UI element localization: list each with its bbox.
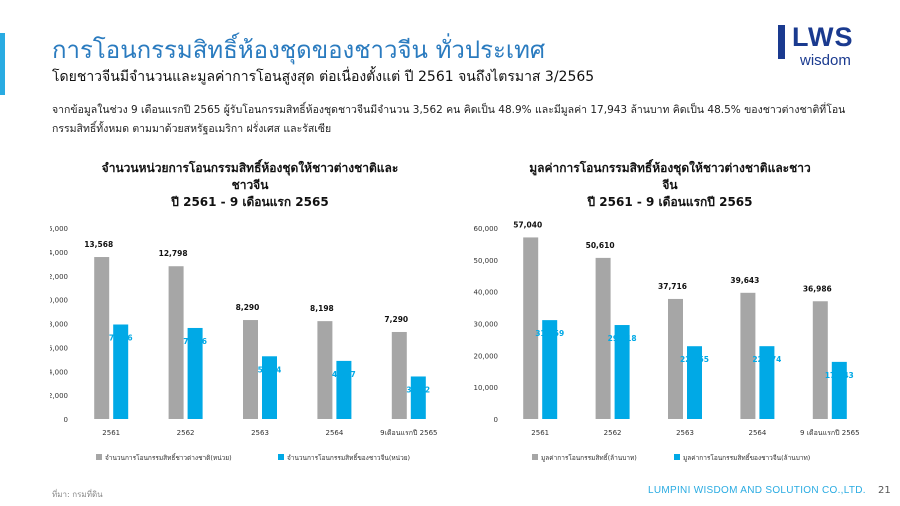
value-bar-total xyxy=(523,237,539,419)
value-ytick-label: 50,000 xyxy=(474,257,499,265)
value-ytick-label: 30,000 xyxy=(474,321,499,329)
value-bar-china xyxy=(614,325,630,419)
value-category-label: 2562 xyxy=(604,429,622,437)
units-category-label: 2561 xyxy=(102,429,120,437)
description-text: จากข้อมูลในช่วง 9 เดือนแรกปี 2565 ผู้รับ… xyxy=(52,104,846,135)
value-chart-title: มูลค่าการโอนกรรมสิทธิ์ห้องชุดให้ชาวต่างช… xyxy=(470,160,870,211)
units-ytick-label: 12,000 xyxy=(50,273,68,281)
value-category-label: 2564 xyxy=(748,429,766,437)
units-bar-total xyxy=(94,257,110,419)
units-bar-china xyxy=(113,324,129,419)
units-bar-china xyxy=(336,360,352,419)
value-data-label: 36,986 xyxy=(803,284,832,293)
units-bar-total xyxy=(243,320,258,419)
page-title: การโอนกรรมสิทธิ์ห้องชุดของชาวจีน ทั่วประ… xyxy=(52,36,546,64)
value-bar-total xyxy=(812,301,828,419)
value-data-label: 29,518 xyxy=(608,334,637,343)
lws-wisdom-logo: LWS wisdom xyxy=(778,22,878,70)
value-data-label: 22,865 xyxy=(680,355,709,364)
units-bar-china xyxy=(187,327,203,419)
accent-bar xyxy=(0,33,5,95)
value-legend-label: มูลค่าการโอนกรรมสิทธิ์(ล้านบาท) xyxy=(541,453,637,462)
value-bar-china xyxy=(542,320,558,419)
value-bar-china xyxy=(759,346,775,419)
units-bar-total xyxy=(317,321,333,419)
value-chart-title-line1: มูลค่าการโอนกรรมสิทธิ์ห้องชุดให้ชาวต่างช… xyxy=(529,161,811,175)
value-data-label: 39,643 xyxy=(730,276,759,285)
units-chart-title-line2: ชาวจีน xyxy=(231,178,269,192)
logo-tagline: wisdom xyxy=(800,52,851,69)
units-ytick-label: 16,000 xyxy=(50,225,68,233)
units-data-label: 7,626 xyxy=(183,337,207,346)
value-bar-total xyxy=(668,298,683,419)
value-bar-china xyxy=(687,346,702,419)
units-ytick-label: 6,000 xyxy=(50,344,68,352)
units-legend-label: จำนวนการโอนกรรมสิทธิ์ของชาวจีน(หน่วย) xyxy=(287,453,410,462)
value-chart: มูลค่าการโอนกรรมสิทธิ์ห้องชุดให้ชาวต่างช… xyxy=(470,160,870,470)
value-category-label: 9 เดือนแรกปี 2565 xyxy=(800,429,860,437)
units-chart-svg: 0 2,000 4,000 6,000 8,000 10,000 12,000 14,000 1… xyxy=(50,225,437,462)
value-legend-swatch xyxy=(674,454,680,460)
units-category-label: 2563 xyxy=(251,429,269,437)
value-bar-total xyxy=(740,292,756,419)
units-ytick-label: 10,000 xyxy=(50,297,68,305)
value-chart-svg: 0 10,000 20,000 30,000 40,000 50,000 60,000 57,… xyxy=(474,220,860,462)
units-legend-swatch xyxy=(96,454,102,460)
units-bar-china xyxy=(410,376,426,419)
page-subtitle: โดยชาวจีนมีจำนวนและมูลค่าการโอนสูงสุด ต่… xyxy=(52,69,595,85)
units-chart-title: จำนวนหน่วยการโอนกรรมสิทธิ์ห้องชุดให้ชาวต… xyxy=(50,160,450,211)
value-legend-swatch xyxy=(532,454,538,460)
value-ytick-label: 10,000 xyxy=(474,384,499,392)
units-data-label: 7,916 xyxy=(109,334,133,343)
units-legend-label: จำนวนการโอนกรรมสิทธิ์ชาวต่างชาติ(หน่วย) xyxy=(105,453,232,462)
value-ytick-label: 20,000 xyxy=(474,352,499,360)
units-ytick-label: 0 xyxy=(64,416,68,424)
units-ytick-label: 4,000 xyxy=(50,368,68,376)
units-ytick-label: 14,000 xyxy=(50,249,68,257)
value-data-label: 22,874 xyxy=(752,355,781,364)
value-ytick-label: 0 xyxy=(494,416,498,424)
units-bar-china xyxy=(262,356,277,419)
value-bar-total xyxy=(595,257,611,419)
units-category-label: 9เดือนแรกปี 2565 xyxy=(380,429,437,437)
logo-brand: LWS xyxy=(792,22,854,52)
units-data-label: 8,198 xyxy=(310,304,334,313)
units-data-label: 3,562 xyxy=(406,385,430,394)
source-note: ที่มา: กรมที่ดิน xyxy=(52,490,103,499)
value-chart-title-line2: จีน xyxy=(662,178,678,192)
units-chart-title-line3: ปี 2561 - 9 เดือนแรก 2565 xyxy=(171,195,329,209)
value-ytick-label: 60,000 xyxy=(474,225,499,233)
value-chart-title-line3: ปี 2561 - 9 เดือนแรกปี 2565 xyxy=(587,195,753,209)
units-data-label: 7,290 xyxy=(384,315,408,324)
value-data-label: 37,716 xyxy=(658,282,687,291)
units-category-label: 2562 xyxy=(177,429,195,437)
units-ytick-label: 8,000 xyxy=(50,321,68,329)
value-data-label: 57,040 xyxy=(513,220,542,229)
value-category-label: 2563 xyxy=(676,429,694,437)
logo-mark-icon xyxy=(778,25,785,59)
units-ytick-label: 2,000 xyxy=(50,392,68,400)
units-bar-total xyxy=(391,331,407,419)
units-bar-total xyxy=(168,266,184,419)
value-legend-label: มูลค่าการโอนกรรมสิทธิ์ของชาวจีน(ล้านบาท) xyxy=(683,453,810,462)
units-legend-swatch xyxy=(278,454,284,460)
units-chart-title-line1: จำนวนหน่วยการโอนกรรมสิทธิ์ห้องชุดให้ชาวต… xyxy=(101,161,399,175)
value-data-label: 17,943 xyxy=(825,371,854,380)
value-category-label: 2561 xyxy=(531,429,549,437)
company-name: LUMPINI WISDOM AND SOLUTION CO.,LTD. xyxy=(648,485,866,496)
units-data-label: 4,867 xyxy=(332,370,356,379)
units-data-label: 5,254 xyxy=(258,365,282,374)
value-ytick-label: 40,000 xyxy=(474,289,499,297)
units-chart: จำนวนหน่วยการโอนกรรมสิทธิ์ห้องชุดให้ชาวต… xyxy=(50,160,450,470)
units-category-label: 2564 xyxy=(325,429,343,437)
value-data-label: 31,059 xyxy=(535,329,564,338)
value-data-label: 50,610 xyxy=(586,241,615,250)
page-number: 21 xyxy=(878,485,891,496)
units-data-label: 12,798 xyxy=(159,249,188,258)
units-data-label: 13,568 xyxy=(84,240,113,249)
value-bar-china xyxy=(831,361,847,419)
units-data-label: 8,290 xyxy=(236,303,260,312)
